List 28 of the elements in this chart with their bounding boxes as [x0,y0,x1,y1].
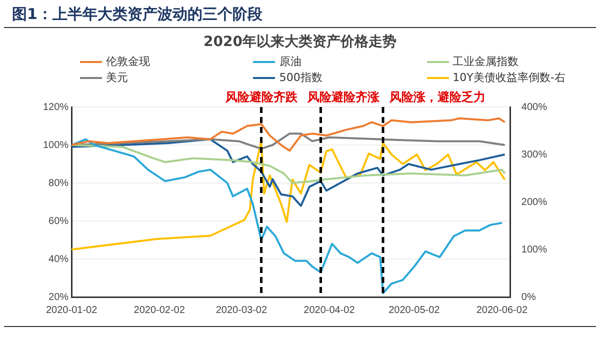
x-tick-label: 2020-06-02 [476,304,528,316]
legend-label: 工业金属指数 [452,55,519,68]
legend-label: 伦敦金现 [106,55,150,68]
legend-label: 500指数 [279,71,322,84]
y2-tick-label: 200% [521,196,548,208]
y-tick-label: 60% [48,216,69,227]
x-tick-label: 2020-03-02 [216,304,268,316]
y2-tick-label: 100% [521,244,548,256]
legend-label: 原油 [279,55,302,68]
y-tick-label: 120% [43,102,69,113]
ref-line-label: 风险避险齐跌 [224,90,298,104]
y-tick-label: 20% [48,292,69,303]
y2-tick-label: 400% [521,102,548,113]
y-tick-label: 40% [48,254,69,265]
x-tick-label: 2020-01-02 [46,304,98,316]
chart-subtitle: 2020年以来大类资产价格走势 [202,33,398,51]
y-tick-label: 80% [48,178,69,189]
legend-label: 10Y美债收益率倒数-右 [452,71,566,84]
ref-line-label: 风险避险齐涨 [306,90,380,104]
chart-title: 图1：上半年大类资产波动的三个阶段 [4,0,596,28]
ref-line-label: 风险涨，避险乏力 [388,90,486,104]
legend-label: 美元 [106,71,128,84]
x-tick-label: 2020-05-02 [388,304,440,316]
x-tick-label: 2020-02-02 [134,304,186,316]
y2-tick-label: 0% [521,292,536,303]
x-tick-label: 2020-04-02 [304,304,356,316]
y2-tick-label: 300% [521,149,548,160]
y-tick-label: 100% [43,140,69,151]
